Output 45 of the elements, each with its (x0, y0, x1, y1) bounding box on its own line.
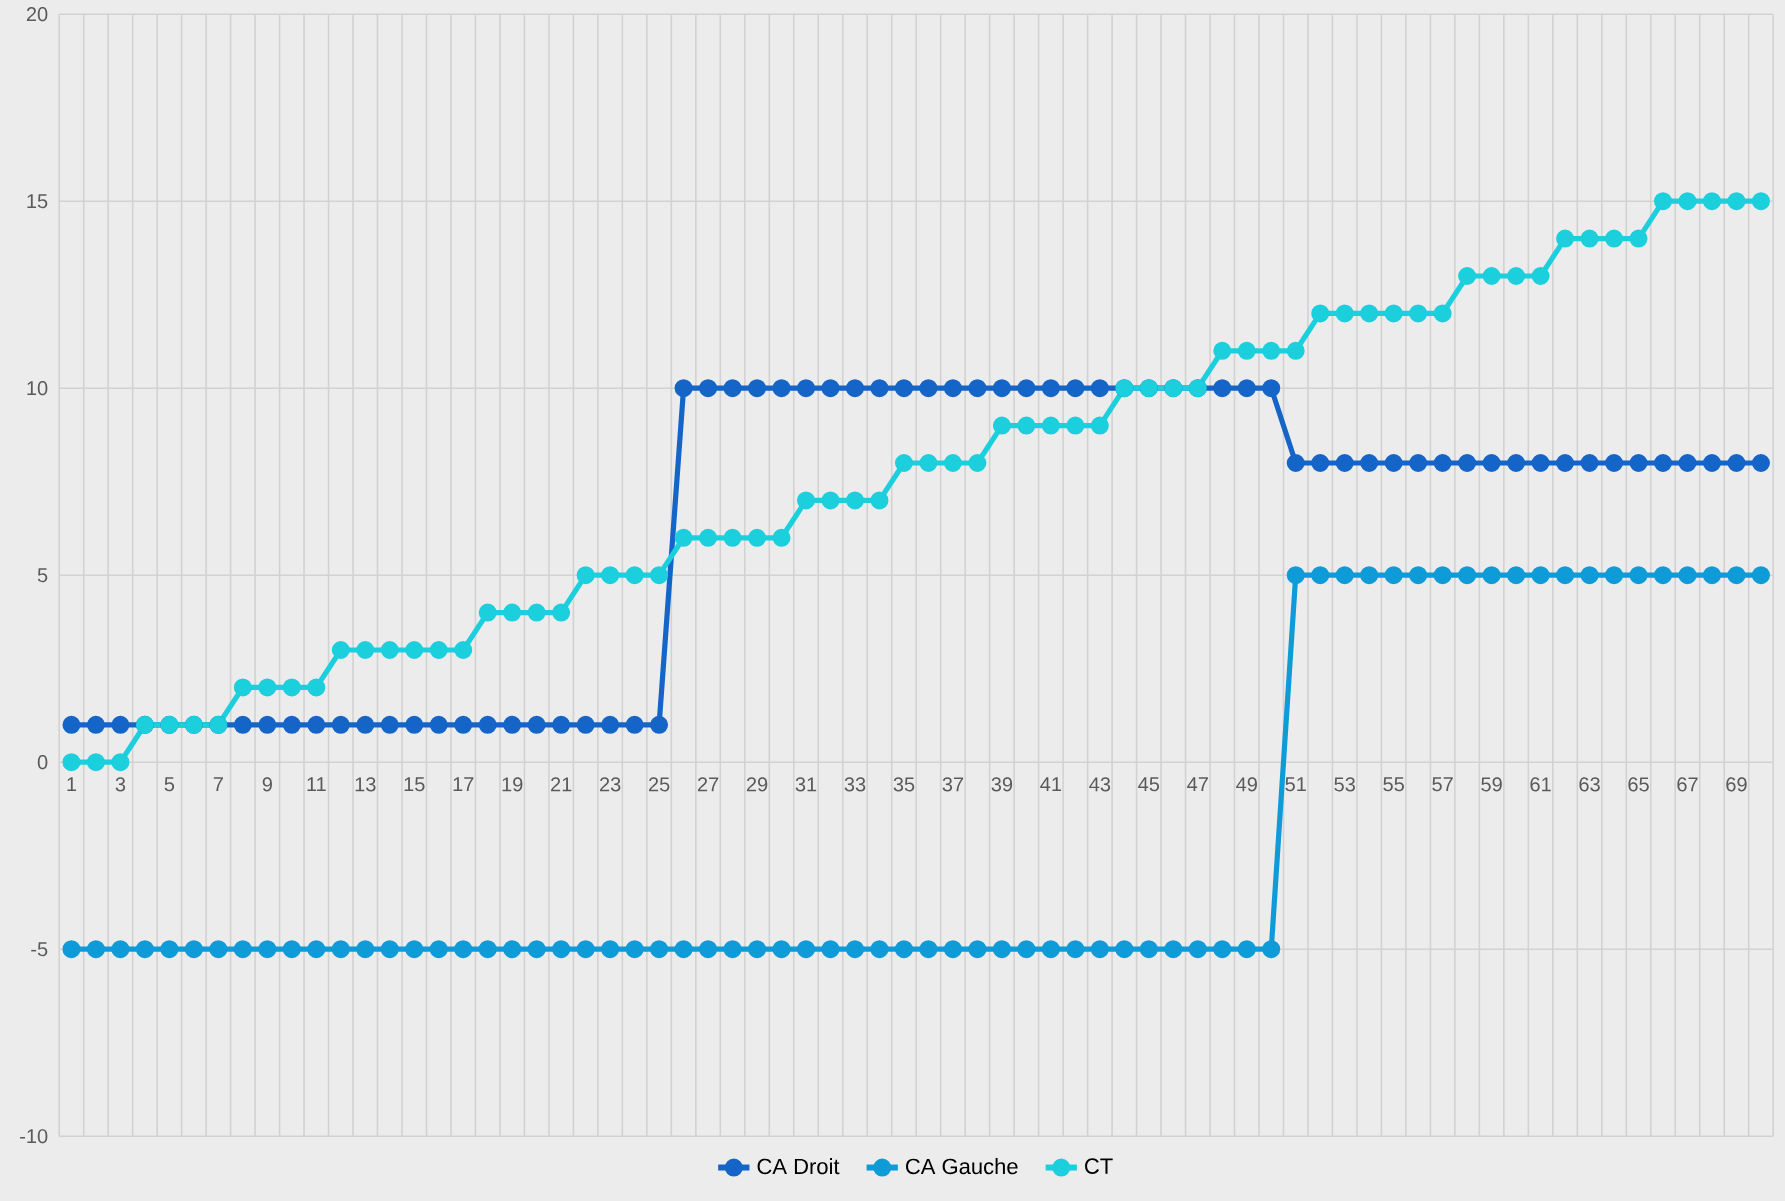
x-tick-label: 69 (1726, 777, 1747, 792)
x-tick-label: 23 (600, 777, 621, 792)
x-tick-label: 27 (697, 777, 719, 792)
x-tick-label: 57 (1432, 777, 1453, 792)
x-tick-label: 11 (307, 777, 326, 792)
x-tick-label: 61 (1530, 777, 1551, 792)
x-tick-label: 45 (1138, 777, 1160, 792)
x-tick-label: 29 (746, 777, 768, 792)
x-tick-label: 7 (213, 777, 223, 792)
x-tick-label: 35 (893, 777, 915, 792)
x-tick-label: 49 (1236, 777, 1257, 792)
x-tick-label: 33 (844, 777, 866, 792)
x-tick-label: 31 (795, 777, 817, 792)
x-tick-label: 59 (1481, 777, 1502, 792)
legend-label: CA Gauche (906, 1158, 1018, 1175)
x-tick-label: 21 (551, 777, 572, 792)
y-tick-label: 5 (37, 568, 48, 583)
x-tick-label: 5 (164, 777, 175, 792)
x-tick-label: 51 (1285, 777, 1306, 792)
x-tick-label: 67 (1677, 777, 1698, 792)
x-tick-label: 9 (262, 777, 272, 792)
x-tick-label: 17 (453, 777, 474, 792)
x-tick-label: 13 (355, 777, 376, 792)
y-tick-label: 10 (27, 381, 48, 396)
x-tick-label: 47 (1187, 777, 1208, 792)
legend-label: CA Droit (757, 1158, 840, 1175)
x-tick-label: 41 (1040, 777, 1062, 792)
x-tick-label: 53 (1334, 777, 1355, 792)
legend-label: CT (1085, 1158, 1113, 1174)
x-tick-label: 1 (67, 777, 77, 792)
x-tick-label: 63 (1579, 777, 1600, 792)
x-tick-label: 19 (502, 777, 523, 792)
x-tick-label: 43 (1089, 777, 1111, 792)
x-tick-label: 39 (991, 777, 1013, 792)
x-tick-label: 25 (648, 777, 670, 792)
x-tick-label: 55 (1383, 777, 1404, 792)
y-tick-label: -5 (31, 942, 48, 957)
y-tick-label: 0 (37, 755, 48, 770)
x-tick-label: 37 (942, 777, 964, 792)
y-tick-label: 15 (27, 194, 48, 209)
y-tick-label: -10 (20, 1129, 48, 1144)
x-tick-label: 15 (404, 777, 425, 792)
x-tick-label: 65 (1628, 777, 1649, 792)
x-tick-label: 3 (115, 777, 126, 792)
y-tick-label: 20 (26, 7, 48, 22)
